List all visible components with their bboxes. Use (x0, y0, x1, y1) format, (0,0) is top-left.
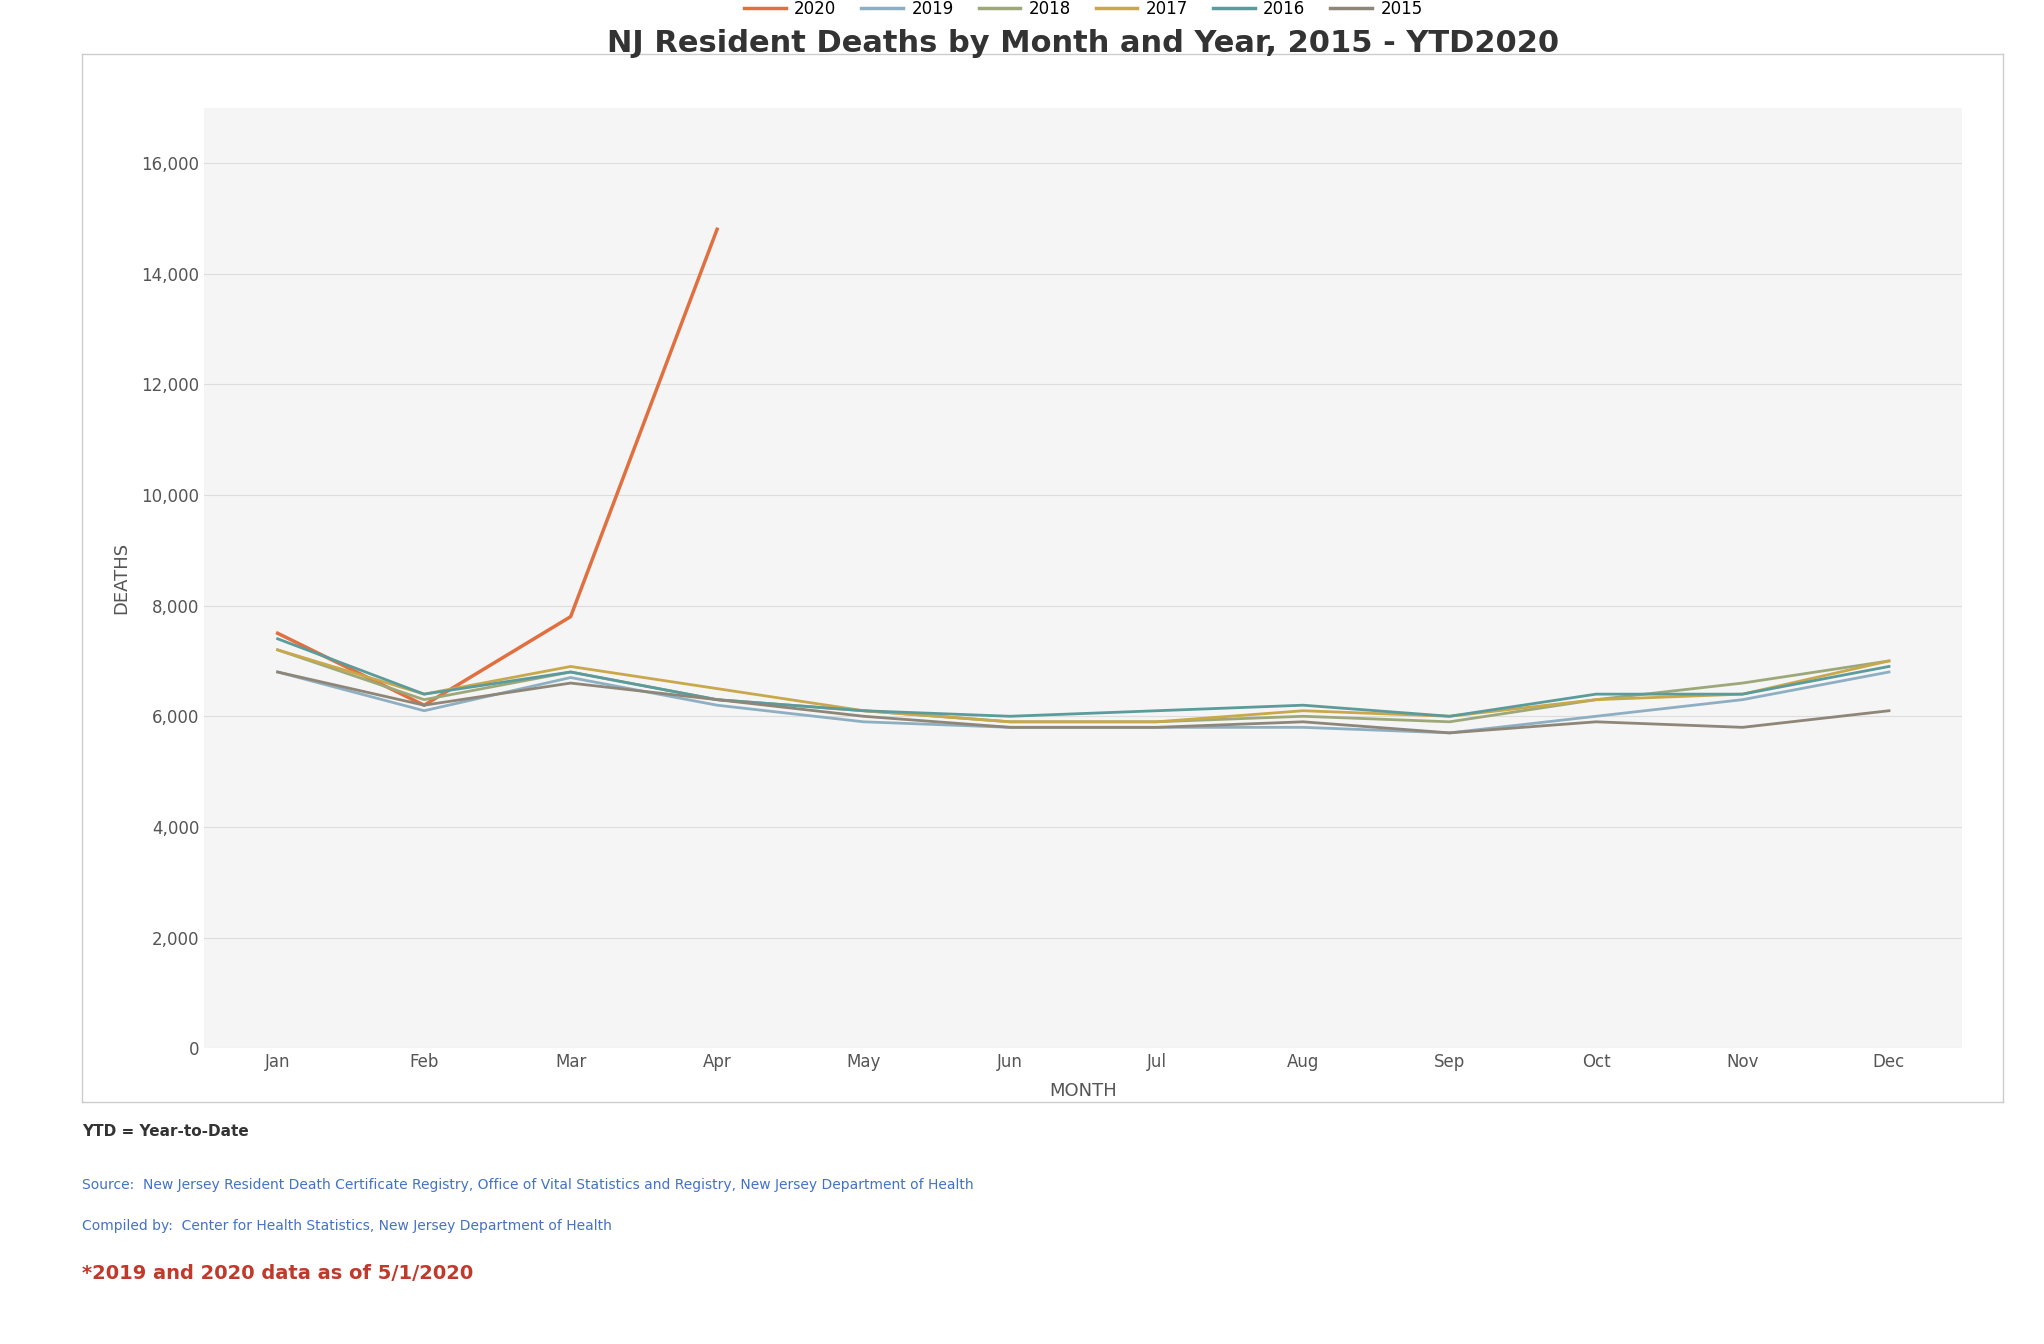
Text: YTD = Year-to-Date: YTD = Year-to-Date (82, 1124, 249, 1138)
Text: Source:  New Jersey Resident Death Certificate Registry, Office of Vital Statist: Source: New Jersey Resident Death Certif… (82, 1179, 973, 1192)
Title: NJ Resident Deaths by Month and Year, 2015 - YTD2020: NJ Resident Deaths by Month and Year, 20… (607, 30, 1560, 58)
Y-axis label: DEATHS: DEATHS (112, 542, 131, 614)
Text: *2019 and 2020 data as of 5/1/2020: *2019 and 2020 data as of 5/1/2020 (82, 1265, 472, 1284)
Legend: 2020, 2019, 2018, 2017, 2016, 2015: 2020, 2019, 2018, 2017, 2016, 2015 (738, 0, 1429, 26)
X-axis label: MONTH: MONTH (1049, 1082, 1118, 1101)
Text: Compiled by:  Center for Health Statistics, New Jersey Department of Health: Compiled by: Center for Health Statistic… (82, 1219, 611, 1232)
